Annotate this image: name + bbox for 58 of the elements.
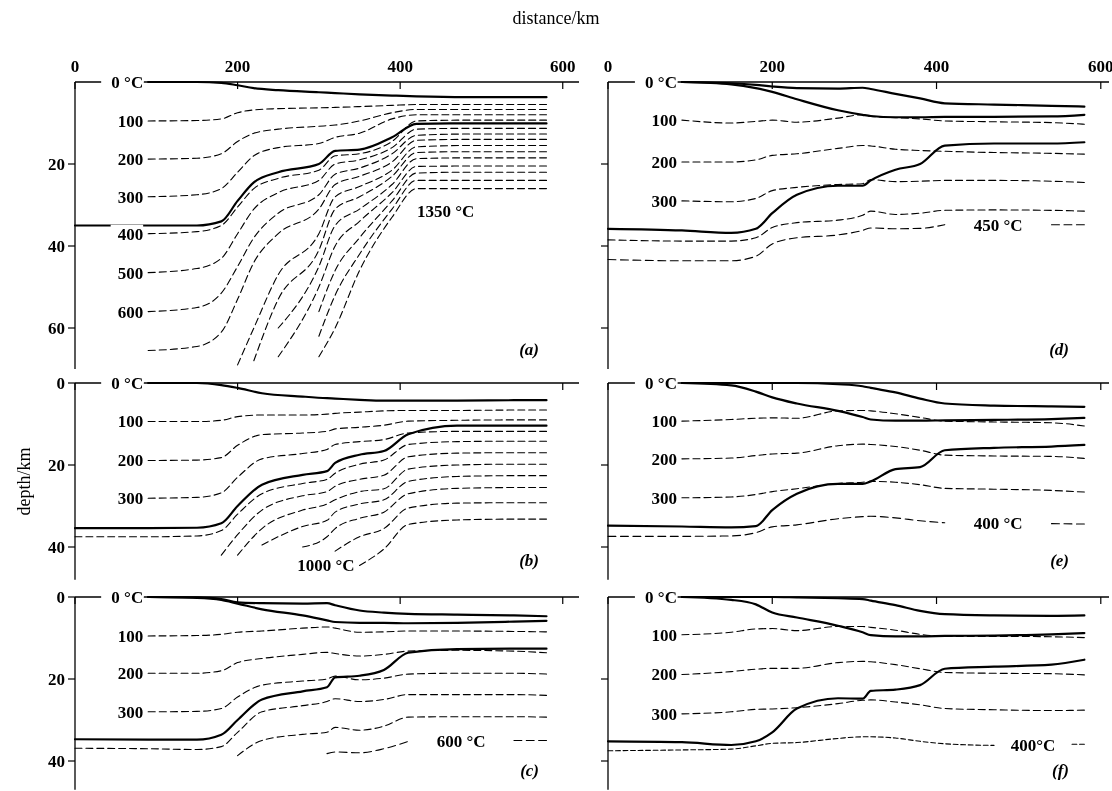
legend-label: 0 °C [111, 373, 144, 393]
series-label: 200 [117, 451, 144, 471]
y-tick-label: 0 [56, 587, 65, 607]
x-axis-title: distance/km [512, 8, 600, 28]
series-label: 400 [117, 224, 144, 244]
y-tick-label: 40 [48, 236, 65, 256]
series-label: 1000 °C [297, 556, 355, 576]
series-label: 600 [117, 302, 144, 322]
annotation: (c) [520, 760, 539, 780]
annotation: (d) [1049, 340, 1069, 359]
y-tick-label: 20 [48, 455, 65, 475]
x-tick-label: 200 [224, 57, 251, 76]
annotation: (f) [1052, 760, 1069, 780]
series-label: 400°C [1010, 735, 1056, 755]
y-tick-label: 20 [48, 154, 65, 174]
y-axis-title: depth/km [14, 447, 34, 516]
series-label: 0 °C [111, 72, 144, 92]
x-tick-label: 200 [759, 57, 786, 76]
series-label: 100 [651, 111, 677, 131]
series-label: 300 [117, 702, 144, 722]
x-tick-label: 600 [1088, 57, 1112, 76]
series-label: 200 [651, 152, 677, 172]
x-tick-label: 400 [387, 57, 413, 76]
series-label: 100 [117, 626, 144, 646]
x-tick-label: 0 [603, 57, 613, 76]
series-label: 500 [117, 263, 144, 283]
series-label: 200 [651, 449, 677, 469]
series-label: 200 [117, 664, 144, 684]
y-tick-label: 0 [56, 373, 65, 393]
series-label: 100 [651, 625, 677, 645]
series-label: 450 °C [973, 215, 1023, 235]
annotation: 1350 °C [417, 201, 475, 221]
series-label: 400 °C [973, 514, 1023, 534]
legend-label: 0 °C [645, 587, 677, 607]
series-label: 300 [651, 191, 677, 211]
annotation: (a) [519, 340, 539, 359]
x-tick-label: 400 [923, 57, 950, 76]
series-label: 0 °C [645, 72, 677, 92]
series-label: 200 [117, 150, 144, 170]
annotation: (b) [519, 550, 539, 570]
series-label: 100 [117, 412, 144, 432]
series-label: 300 [117, 187, 144, 207]
series-label: 200 [651, 665, 677, 685]
series-label: 600 °C [436, 731, 486, 751]
y-tick-label: 40 [48, 537, 65, 557]
annotation: (e) [1050, 550, 1069, 570]
series-label: 100 [117, 111, 144, 131]
series-label: 300 [117, 489, 144, 509]
x-tick-label: 0 [70, 57, 80, 76]
legend-label: 0 °C [111, 587, 144, 607]
series-label: 100 [651, 412, 677, 432]
legend-label: 0 °C [645, 373, 677, 393]
y-tick-label: 20 [48, 669, 65, 689]
series-label: 300 [651, 704, 677, 724]
x-tick-label: 600 [549, 57, 576, 76]
y-tick-label: 60 [48, 318, 65, 338]
y-tick-label: 40 [48, 751, 65, 771]
series-label: 300 [651, 488, 677, 508]
